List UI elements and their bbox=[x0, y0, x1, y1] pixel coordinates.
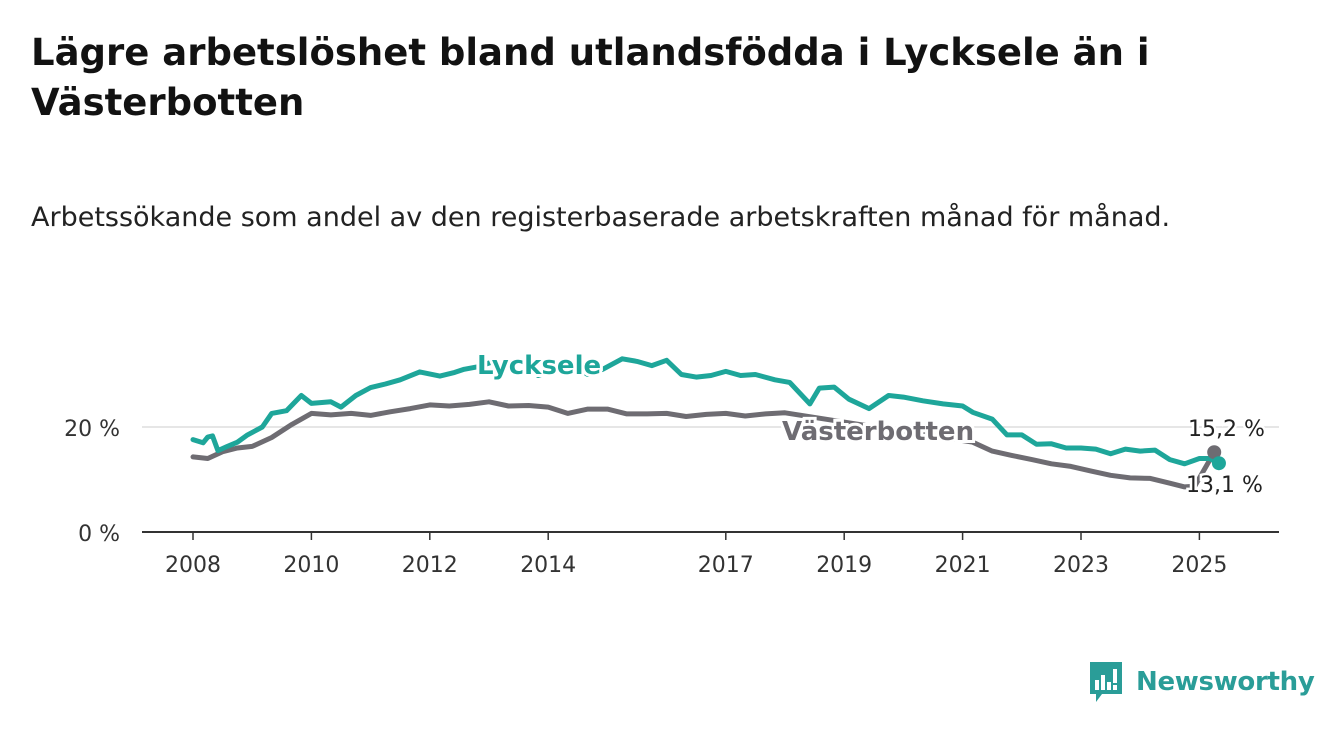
x-tick-label-2019: 2019 bbox=[816, 553, 872, 578]
x-tick-label-2012: 2012 bbox=[402, 553, 458, 578]
series-line-vsterbotten bbox=[190, 399, 1217, 490]
y-tick-label-20: 20 % bbox=[64, 417, 120, 442]
vasterbotten-end-label: 15,2 % bbox=[1188, 417, 1265, 442]
x-tick-label-2017: 2017 bbox=[698, 553, 754, 578]
x-tick-label-2008: 2008 bbox=[165, 553, 221, 578]
x-tick-label-2023: 2023 bbox=[1053, 553, 1109, 578]
x-tick-label-2025: 2025 bbox=[1171, 553, 1227, 578]
series-line-lycksele bbox=[190, 356, 1222, 467]
newsworthy-logo-icon bbox=[1090, 662, 1122, 702]
x-tick-label-2014: 2014 bbox=[520, 553, 576, 578]
vasterbotten-series-label: Västerbotten bbox=[782, 417, 974, 447]
newsworthy-logo: Newsworthy bbox=[1088, 660, 1315, 704]
newsworthy-logo-text: Newsworthy bbox=[1136, 667, 1315, 697]
lycksele-series-label: Lycksele bbox=[477, 351, 601, 381]
x-tick-label-2021: 2021 bbox=[935, 553, 991, 578]
y-tick-label-0: 0 % bbox=[78, 522, 120, 547]
chart-title: Lägre arbetslöshet bland utlandsfödda i … bbox=[31, 31, 1150, 124]
lycksele-end-label: 13,1 % bbox=[1186, 473, 1263, 498]
x-tick-label-2010: 2010 bbox=[283, 553, 339, 578]
vasterbotten-end-marker bbox=[1207, 445, 1222, 460]
chart-subtitle: Arbetssökande som andel av den registerb… bbox=[31, 202, 1171, 233]
lycksele-end-marker bbox=[1211, 456, 1226, 471]
